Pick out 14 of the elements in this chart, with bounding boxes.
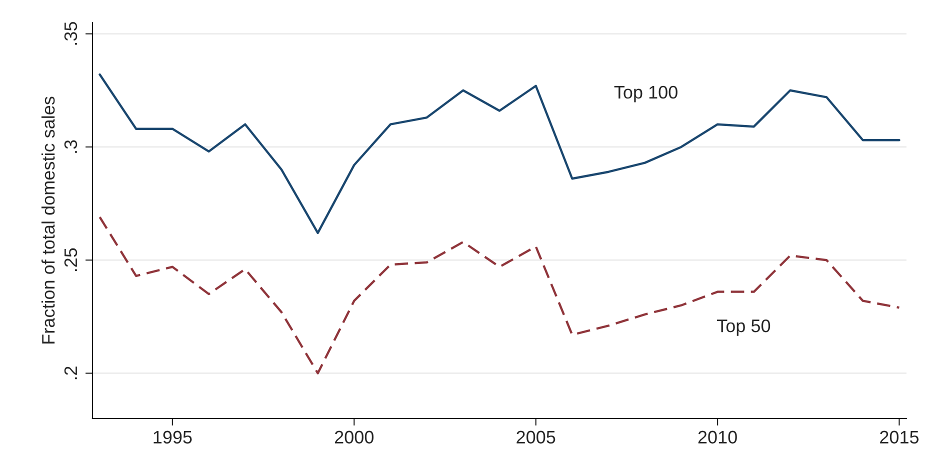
y-tick-label: .35 xyxy=(64,22,78,45)
x-tick-label: 2005 xyxy=(516,430,556,444)
x-tick-label: 2000 xyxy=(334,430,374,444)
series-label: Top 50 xyxy=(717,319,770,336)
line-series xyxy=(98,216,900,374)
x-tick-label: 1995 xyxy=(154,430,192,444)
y-tick-label: .2 xyxy=(64,366,77,380)
x-tick-label: 2015 xyxy=(880,430,919,444)
y-axis-title: Fraction of total domestic sales xyxy=(41,96,55,344)
y-tick-label: .25 xyxy=(64,248,78,271)
x-tick-label: 2010 xyxy=(698,430,737,444)
line-series xyxy=(98,73,900,234)
y-tick-label: .3 xyxy=(64,140,78,153)
text: Top 100 xyxy=(614,86,678,102)
